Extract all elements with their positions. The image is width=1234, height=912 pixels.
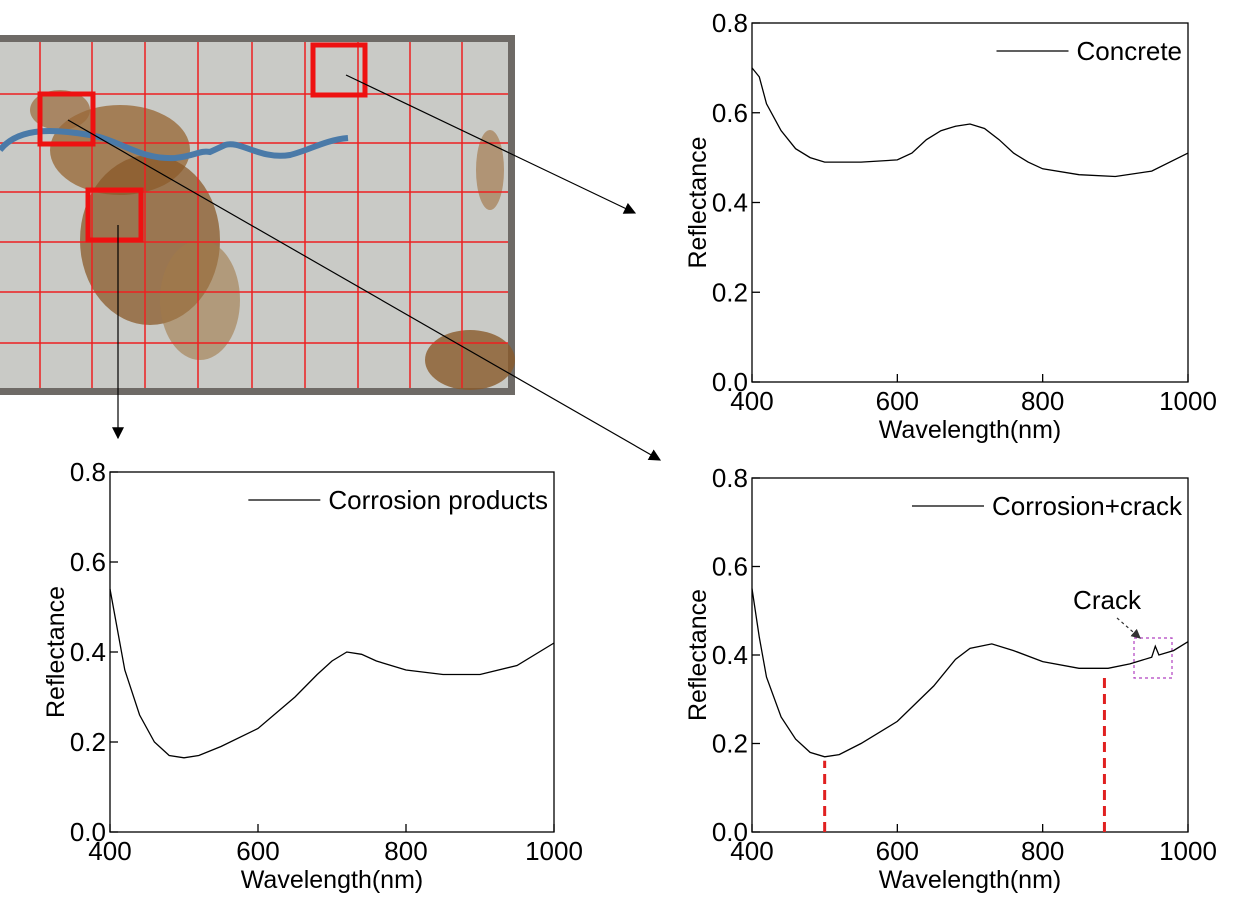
- legend-label: Concrete: [1077, 36, 1183, 66]
- y-axis-title: Reflectance: [42, 586, 70, 718]
- specimen-photo: [0, 35, 515, 395]
- x-tick-label: 400: [730, 836, 773, 866]
- y-tick-label: 0.8: [712, 8, 748, 38]
- y-tick-label: 0.8: [712, 463, 748, 493]
- y-tick-label: 0.4: [712, 188, 748, 218]
- x-tick-label: 600: [876, 836, 919, 866]
- legend-label: Corrosion+crack: [992, 491, 1183, 521]
- x-tick-label: 600: [876, 386, 919, 416]
- y-tick-label: 0.0: [712, 817, 748, 847]
- x-tick-label: 800: [1021, 386, 1064, 416]
- x-tick-label: 600: [236, 836, 279, 866]
- x-axis-title: Wavelength(nm): [879, 416, 1061, 444]
- x-tick-label: 400: [88, 836, 131, 866]
- y-tick-label: 0.0: [70, 817, 106, 847]
- y-tick-label: 0.2: [712, 729, 748, 759]
- y-axis-title: Reflectance: [684, 136, 712, 268]
- spectrum-line: [109, 588, 555, 759]
- y-axis-title: Reflectance: [684, 589, 712, 721]
- x-tick-label: 800: [384, 836, 427, 866]
- plot-frame: [751, 22, 1189, 383]
- y-tick-label: 0.0: [712, 367, 748, 397]
- annotation: Crack: [1073, 585, 1142, 615]
- x-axis-title: Wavelength(nm): [879, 866, 1061, 894]
- legend-label: Corrosion products: [328, 485, 548, 515]
- y-tick-label: 0.2: [70, 727, 106, 757]
- x-tick-label: 800: [1021, 836, 1064, 866]
- x-tick-label: 1000: [1159, 386, 1217, 416]
- y-tick-label: 0.6: [712, 552, 748, 582]
- x-tick-label: 400: [730, 386, 773, 416]
- y-tick-label: 0.6: [712, 98, 748, 128]
- spectrum-line: [751, 588, 1189, 758]
- y-tick-label: 0.2: [712, 277, 748, 307]
- y-tick-label: 0.4: [70, 637, 106, 667]
- y-tick-label: 0.4: [712, 640, 748, 670]
- crack-highlight: [1116, 617, 1173, 679]
- plot-frame: [109, 471, 555, 833]
- y-tick-label: 0.8: [70, 457, 106, 487]
- x-axis-title: Wavelength(nm): [241, 866, 423, 894]
- spectrum-line: [751, 67, 1189, 178]
- y-tick-label: 0.6: [70, 547, 106, 577]
- x-tick-label: 1000: [1159, 836, 1217, 866]
- x-tick-label: 1000: [525, 836, 583, 866]
- pointer-arrows: [67, 74, 662, 461]
- plot-frame: [751, 477, 1189, 833]
